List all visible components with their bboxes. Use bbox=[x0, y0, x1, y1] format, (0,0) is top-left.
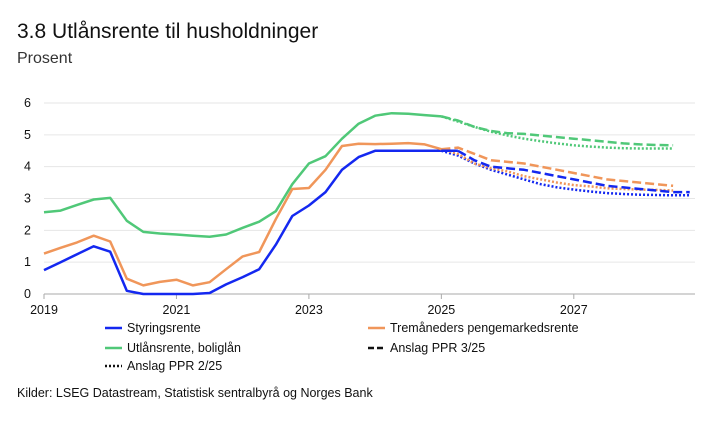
series-line-dotted-7 bbox=[441, 147, 674, 192]
y-tick-label: 2 bbox=[24, 223, 31, 237]
series-line-dashed-3 bbox=[457, 149, 690, 194]
legend-label: Anslag PPR 3/25 bbox=[390, 341, 485, 355]
x-tick-label: 2023 bbox=[295, 303, 323, 317]
y-tick-label: 5 bbox=[24, 128, 31, 142]
series-line-solid-0 bbox=[43, 149, 458, 296]
y-tick-label: 3 bbox=[24, 192, 31, 206]
x-tick-label: 2027 bbox=[560, 303, 588, 317]
legend-label: Styringsrente bbox=[127, 321, 201, 335]
chart-source: Kilder: LSEG Datastream, Statistisk sent… bbox=[17, 386, 373, 400]
legend-label: Utlånsrente, boliglån bbox=[127, 341, 241, 355]
series-line-dashed-5 bbox=[441, 115, 674, 147]
y-tick-label: 0 bbox=[24, 287, 31, 301]
series-line-dashed-4 bbox=[441, 146, 674, 188]
legend-label: Tremåneders pengemarkedsrente bbox=[390, 321, 579, 335]
chart-subtitle: Prosent bbox=[17, 50, 73, 67]
y-tick-label: 4 bbox=[24, 160, 31, 174]
series-line-solid-1 bbox=[43, 141, 442, 287]
legend-label: Anslag PPR 2/25 bbox=[127, 359, 222, 373]
series-line-solid-2 bbox=[43, 111, 442, 238]
y-tick-label: 1 bbox=[24, 255, 31, 269]
y-tick-label: 6 bbox=[24, 96, 31, 110]
x-tick-label: 2025 bbox=[427, 303, 455, 317]
chart-title: 3.8 Utlånsrente til husholdninger bbox=[17, 20, 319, 43]
x-tick-label: 2019 bbox=[30, 303, 58, 317]
x-tick-label: 2021 bbox=[163, 303, 191, 317]
